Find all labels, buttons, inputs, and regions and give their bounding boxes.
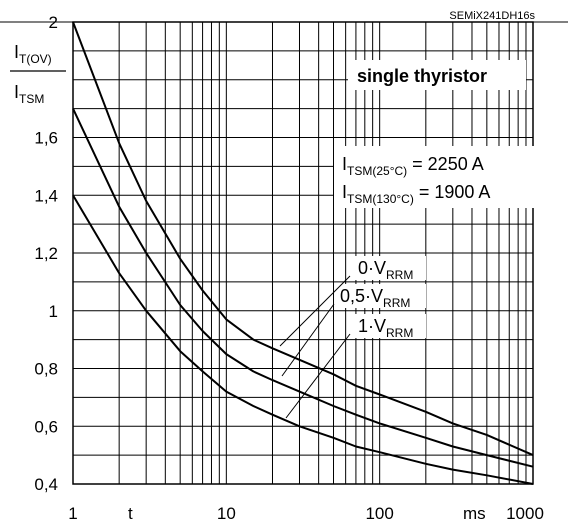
series-label-1: 0,5·VRRM — [340, 286, 410, 310]
annotation-tsm-130: ITSM(130°C) = 1900 A — [342, 182, 490, 206]
y-tick-label: 1,6 — [34, 129, 58, 148]
x-tick-label: 1000 — [506, 504, 544, 523]
leader-line-2 — [285, 333, 351, 419]
annotation-box — [334, 146, 540, 208]
y-axis-label: IT(OV) — [14, 42, 52, 66]
y-tick-label: 0,8 — [34, 360, 58, 379]
x-tick-label: 10 — [217, 504, 236, 523]
series-label-box-1 — [336, 284, 426, 308]
title-box — [348, 60, 526, 90]
x-unit-label: ms — [463, 504, 486, 523]
series-line-1 — [72, 108, 534, 468]
series-line-0 — [72, 21, 534, 457]
x-var-label: t — [128, 504, 133, 523]
y-axis-label-denominator: ITSM — [14, 82, 44, 106]
y-tick-label: 1,4 — [34, 186, 58, 205]
y-tick-label: 1 — [49, 302, 58, 321]
y-tick-label: 2 — [49, 13, 58, 32]
series-label-box-2 — [354, 314, 426, 338]
leader-line-0 — [279, 275, 351, 347]
series-line-2 — [72, 194, 534, 485]
series-group — [72, 21, 534, 485]
grid — [72, 21, 534, 485]
annotation-tsm-25: ITSM(25°C) = 2250 A — [342, 154, 484, 178]
leader-line-1 — [281, 303, 335, 377]
doc-id: SEMiX241DH16s — [449, 10, 535, 22]
plot-frame — [72, 21, 534, 485]
series-label-0: 0·VRRM — [358, 258, 413, 282]
y-tick-label: 0,6 — [34, 417, 58, 436]
series-label-box-0 — [354, 256, 426, 280]
chart-title: single thyristor — [357, 66, 487, 86]
y-tick-label: 0,4 — [34, 475, 58, 494]
x-tick-label: 1 — [68, 504, 77, 523]
tick-labels: 2 1,6 1,4 1,2 1 0,8 0,6 0,4 1 10 100 1000 — [34, 13, 544, 523]
y-tick-label: 1,2 — [34, 244, 58, 263]
x-tick-label: 100 — [365, 504, 393, 523]
series-label-2: 1·VRRM — [358, 316, 413, 340]
